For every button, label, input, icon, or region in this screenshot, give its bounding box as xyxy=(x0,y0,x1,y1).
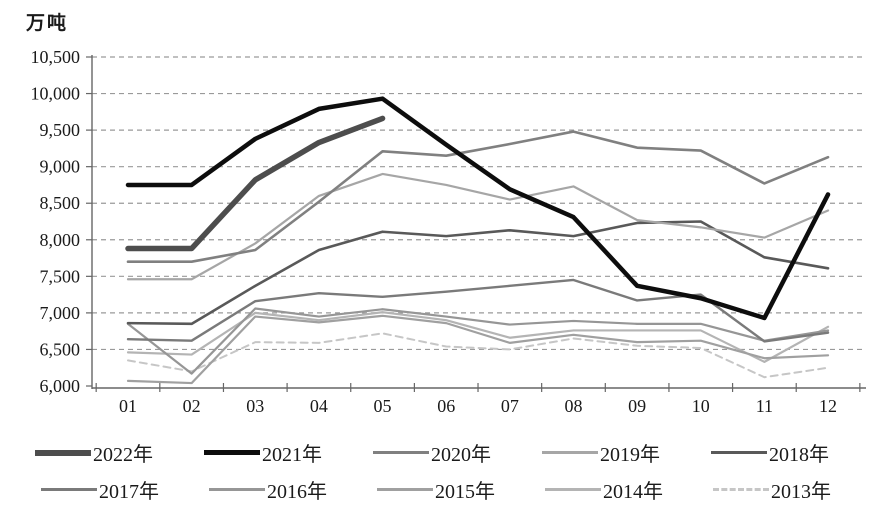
gridlines xyxy=(92,56,866,351)
legend-line-swatch xyxy=(711,451,767,454)
legend-item-2019年: 2019年 xyxy=(542,438,711,467)
y-tick-label: 6,000 xyxy=(40,376,81,396)
legend-item-2017年: 2017年 xyxy=(41,475,209,504)
y-tick-label: 8,000 xyxy=(40,230,81,250)
y-tick-label: 7,500 xyxy=(40,266,81,286)
y-tick-label: 9,500 xyxy=(40,120,81,140)
legend-line-swatch xyxy=(209,488,265,491)
legend-item-2021年: 2021年 xyxy=(204,438,373,467)
line-2018年 xyxy=(126,220,830,326)
legend-label: 2020年 xyxy=(431,444,491,466)
x-tick-label: 04 xyxy=(310,396,328,416)
line-2016年 xyxy=(126,307,830,375)
legend-label: 2014年 xyxy=(603,481,663,503)
legend-item-2016年: 2016年 xyxy=(209,475,377,504)
legend-label: 2015年 xyxy=(435,481,495,503)
legend-line-swatch xyxy=(377,488,433,491)
legend-item-2020年: 2020年 xyxy=(373,438,542,467)
legend-label: 2021年 xyxy=(262,444,322,466)
legend-line-swatch xyxy=(713,488,769,491)
line-2019年 xyxy=(126,172,830,281)
series-lines xyxy=(125,96,831,385)
legend-line-swatch xyxy=(545,488,601,491)
x-tick-label: 01 xyxy=(119,396,137,416)
y-tick-label: 9,000 xyxy=(40,157,81,177)
x-tick-label: 10 xyxy=(692,396,710,416)
chart-legend: 2022年 2021年 2020年 2019年 2018年 2017年 2016年 2015… xyxy=(0,434,881,508)
x-tick-label: 12 xyxy=(819,396,837,416)
legend-row-1: 2022年 2021年 2020年 2019年 2018年 xyxy=(0,434,881,471)
axes xyxy=(86,55,866,392)
line-2021年 xyxy=(125,96,831,321)
legend-label: 2016年 xyxy=(267,481,327,503)
legend-label: 2013年 xyxy=(771,481,831,503)
legend-row-2: 2017年 2016年 2015年 2014年 2013年 xyxy=(0,471,881,508)
legend-label: 2019年 xyxy=(600,444,660,466)
legend-item-2015年: 2015年 xyxy=(377,475,545,504)
line-chart-canvas: 10,500 10,000 9,500 9,000 8,500 8,000 7,500 7,0… xyxy=(31,47,866,416)
x-tick-label: 03 xyxy=(246,396,264,416)
line-2015年 xyxy=(126,314,830,385)
y-tick-label: 6,500 xyxy=(40,339,81,359)
legend-line-swatch xyxy=(204,450,260,455)
x-tick-label: 06 xyxy=(437,396,455,416)
legend-label: 2018年 xyxy=(769,444,829,466)
y-tick-label: 10,000 xyxy=(31,84,81,104)
x-tick-label: 07 xyxy=(501,396,519,416)
legend-line-swatch xyxy=(41,488,97,491)
legend-line-swatch xyxy=(35,449,91,456)
line-2022年 xyxy=(125,115,386,252)
y-tick-label: 8,500 xyxy=(40,193,81,213)
line-2020年 xyxy=(126,130,830,264)
y-axis-unit-label: 万吨 xyxy=(26,13,69,34)
legend-label: 2017年 xyxy=(99,481,159,503)
x-tick-label: 02 xyxy=(183,396,201,416)
x-tick-label: 08 xyxy=(564,396,582,416)
legend-line-swatch xyxy=(373,451,429,454)
legend-item-2018年: 2018年 xyxy=(711,438,880,467)
legend-item-2013年: 2013年 xyxy=(713,475,881,504)
axis-tick-labels: 10,500 10,000 9,500 9,000 8,500 8,000 7,500 7,0… xyxy=(31,47,838,416)
x-tick-label: 05 xyxy=(374,396,392,416)
y-tick-label: 10,500 xyxy=(31,47,81,67)
legend-label: 2022年 xyxy=(93,444,153,466)
y-tick-label: 7,000 xyxy=(40,303,81,323)
x-tick-label: 09 xyxy=(628,396,646,416)
legend-item-2022年: 2022年 xyxy=(35,438,204,467)
legend-line-swatch xyxy=(542,451,598,454)
x-tick-label: 11 xyxy=(756,396,773,416)
line-2013年 xyxy=(127,332,830,379)
legend-item-2014年: 2014年 xyxy=(545,475,713,504)
